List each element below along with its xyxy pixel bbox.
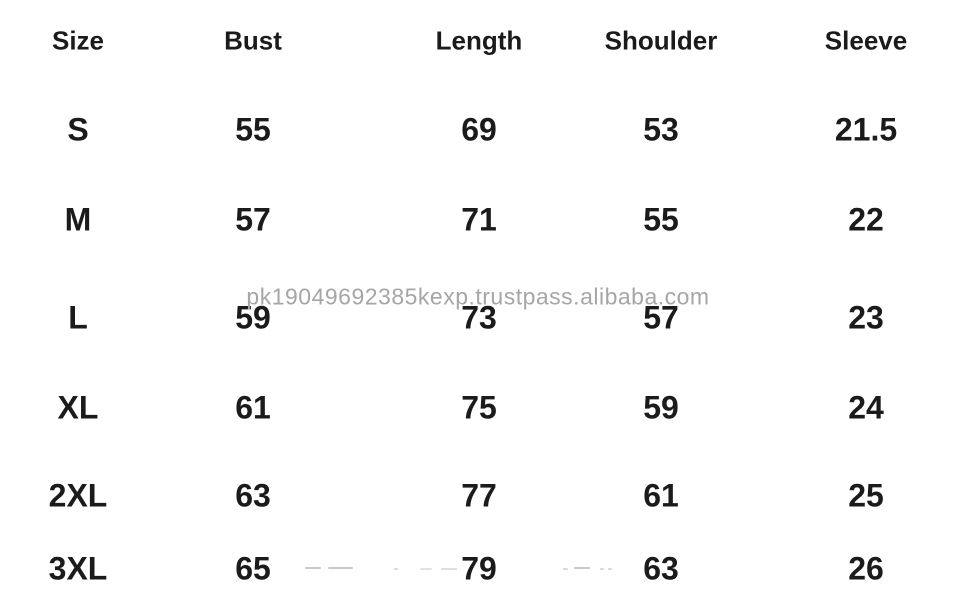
sleeve-value: 26 [848, 550, 884, 587]
column-header-size: Size [51, 25, 105, 56]
shoulder-value: 63 [643, 550, 679, 587]
shoulder-value: 53 [643, 111, 679, 148]
watermark-text: pk19049692385kexp.trustpass.alibaba.com [246, 283, 710, 310]
remnant-dash [574, 567, 590, 569]
sleeve-value: 22 [848, 201, 884, 238]
length-value: 75 [461, 389, 497, 426]
bust-value: 55 [235, 111, 271, 148]
bust-value: 57 [235, 201, 271, 238]
size-label: 3XL [48, 550, 108, 587]
remnant-dash [328, 567, 353, 569]
length-value: 69 [461, 111, 497, 148]
column-header-bust: Bust [224, 25, 282, 56]
length-value: 71 [461, 201, 497, 238]
sleeve-value: 25 [848, 477, 884, 514]
column-header-sleeve: Sleeve [824, 25, 908, 56]
remnant-dash [305, 567, 321, 569]
bust-value: 61 [235, 389, 271, 426]
size-label: 2XL [48, 477, 108, 514]
column-header-length: Length [435, 25, 523, 56]
shoulder-value: 59 [643, 389, 679, 426]
shoulder-value: 55 [643, 201, 679, 238]
remnant-dash [608, 568, 612, 570]
shoulder-value: 61 [643, 477, 679, 514]
remnant-dash [420, 568, 432, 570]
sleeve-value: 23 [848, 299, 884, 336]
length-value: 77 [461, 477, 497, 514]
size-label: L [68, 299, 88, 336]
bust-value: 59 [235, 299, 271, 336]
remnant-dash [441, 568, 457, 570]
shoulder-value: 57 [643, 299, 679, 336]
remnant-dash [563, 568, 568, 570]
size-label: XL [57, 389, 99, 426]
bust-value: 63 [235, 477, 271, 514]
remnant-dash [600, 568, 604, 570]
remnant-dash [394, 568, 398, 570]
length-value: 79 [461, 550, 497, 587]
size-label: S [67, 111, 89, 148]
length-value: 73 [461, 299, 497, 336]
sleeve-value: 21.5 [834, 111, 898, 148]
sleeve-value: 24 [848, 389, 884, 426]
bust-value: 65 [235, 550, 271, 587]
size-label: M [64, 201, 92, 238]
column-header-shoulder: Shoulder [604, 25, 718, 56]
